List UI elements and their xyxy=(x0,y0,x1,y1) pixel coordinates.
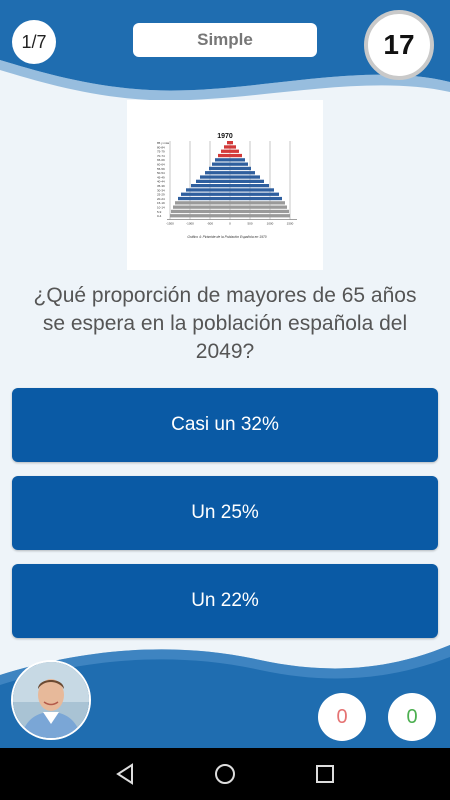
pyramid-axis-label: -1000 xyxy=(186,221,194,225)
pyramid-bar xyxy=(181,192,279,196)
pyramid-caption: Gráfico 4: Pirámide de la Población Espa… xyxy=(187,235,266,239)
pyramid-bar xyxy=(178,196,282,201)
pyramid-bar xyxy=(170,214,290,218)
pyramid-axis-label: -500 xyxy=(207,221,213,225)
pyramid-bar xyxy=(173,205,287,209)
wrong-score: 0 xyxy=(318,693,366,741)
pyramid-bar xyxy=(218,153,242,158)
pyramid-year-label: 1970 xyxy=(217,133,233,140)
pyramid-bar xyxy=(212,162,248,166)
pyramid-age-label: 5-9 xyxy=(157,210,162,214)
countdown-timer: 17 xyxy=(364,10,434,80)
question-image: 1970 85 y más 80-84 75-79 70-74 65-69 60-64 55… xyxy=(127,100,323,270)
answer-button-1[interactable]: Casi un 32% xyxy=(12,388,438,462)
pyramid-age-label: 60-64 xyxy=(157,163,165,167)
recents-square-icon[interactable] xyxy=(310,760,340,788)
pyramid-bar xyxy=(224,145,236,149)
pyramid-axis-label: 1500 xyxy=(287,221,294,225)
pyramid-axis-label: 1000 xyxy=(267,221,274,225)
pyramid-age-label: 65-69 xyxy=(157,158,165,162)
pyramid-bar xyxy=(209,166,251,171)
pyramid-age-label: 35-39 xyxy=(157,184,165,188)
pyramid-axis-label: 500 xyxy=(247,221,252,225)
pyramid-bar xyxy=(175,201,285,205)
pyramid-age-label: 30-34 xyxy=(157,188,165,192)
pyramid-bar xyxy=(205,171,255,175)
pyramid-age-label: 80-84 xyxy=(157,145,165,149)
pyramid-age-label: 15-19 xyxy=(157,201,165,205)
wrong-score-value: 0 xyxy=(336,705,348,728)
answer-button-2[interactable]: Un 25% xyxy=(12,476,438,550)
population-pyramid: 85 y más80-8475-7970-7465-6960-6455-5950… xyxy=(157,141,297,225)
pyramid-bar xyxy=(221,149,239,153)
pyramid-age-label: 70-74 xyxy=(157,154,165,158)
pyramid-age-label: 40-44 xyxy=(157,180,165,184)
home-circle-icon[interactable] xyxy=(210,760,240,788)
pyramid-bar xyxy=(200,175,260,179)
pyramid-bar xyxy=(186,188,274,192)
pyramid-bar xyxy=(227,141,233,145)
pyramid-age-label: 85 y más xyxy=(157,141,170,145)
pyramid-axis-label: 0 xyxy=(229,221,231,225)
pyramid-age-label: 25-29 xyxy=(157,193,165,197)
pyramid-age-label: 10-14 xyxy=(157,206,165,210)
pyramid-age-label: 45-49 xyxy=(157,175,165,179)
answer-button-3[interactable]: Un 22% xyxy=(12,564,438,638)
system-navbar xyxy=(0,748,450,800)
player-avatar xyxy=(11,660,91,740)
pyramid-age-label: 55-59 xyxy=(157,167,165,171)
mode-label: Simple xyxy=(133,23,317,57)
question-counter: 1/7 xyxy=(12,20,56,64)
pyramid-axis-label: -1500 xyxy=(166,221,174,225)
pyramid-age-label: 20-24 xyxy=(157,197,165,201)
pyramid-bar xyxy=(215,158,245,162)
right-score: 0 xyxy=(388,693,436,741)
pyramid-bar xyxy=(196,179,264,183)
question-text: ¿Qué proporción de mayores de 65 años se… xyxy=(33,284,417,363)
right-score-value: 0 xyxy=(406,705,418,728)
pyramid-age-label: 75-79 xyxy=(157,150,165,154)
back-triangle-icon[interactable] xyxy=(110,760,140,788)
pyramid-bar xyxy=(191,184,269,188)
pyramid-age-label: 50-54 xyxy=(157,171,165,175)
pyramid-bar xyxy=(171,209,289,214)
pyramid-age-label: 0-4 xyxy=(157,214,162,218)
